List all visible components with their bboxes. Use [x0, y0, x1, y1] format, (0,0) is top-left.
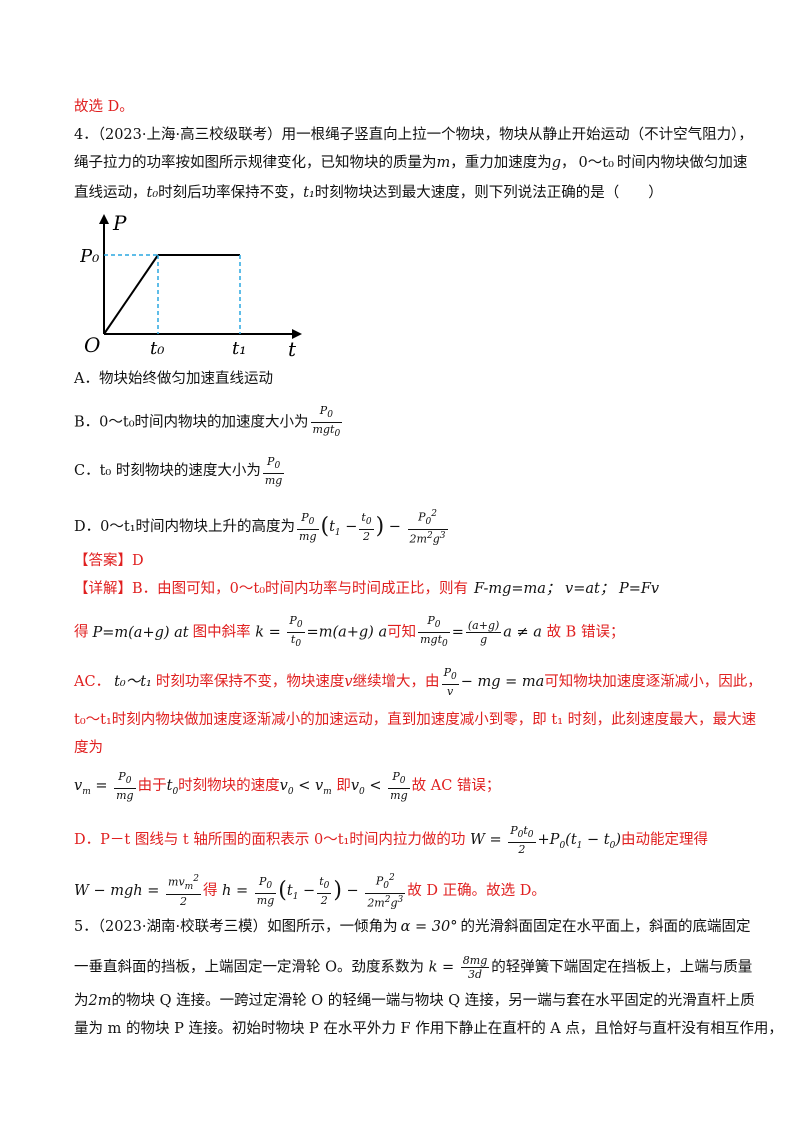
explain-d-line-1: D．P－t 图线与 t 轴所围的面积表示 0～t₁时间内拉力做的功 W = P0…	[74, 824, 708, 857]
explain-ac-line-3: 度为	[74, 740, 103, 756]
q4-stem-3b: 时刻后功率保持不变，	[158, 185, 304, 201]
option-c-fraction: P0 mg	[262, 455, 285, 488]
explain-b2-equation: P=m(a+g) at	[92, 624, 189, 641]
q5-l2a: 一垂直斜面的挡板，上端固定一定滑轮 O。劲度系数为	[74, 959, 424, 976]
y-axis-arrow-icon	[99, 214, 109, 224]
explain-b1-equation: F-mg=ma； v=at； P=Fv	[474, 581, 660, 597]
var-t1: t₁	[303, 185, 315, 201]
v0-fraction: P0 mg	[388, 770, 410, 803]
q5-line-1: 5．（2023·湖南·校联考三模）如图所示，一倾角为 α = 30° 的光滑斜面固定…	[74, 916, 750, 938]
p0-label: P₀	[80, 246, 99, 267]
q4-stem-line-2: 绳子拉力的功率按如图所示规律变化，已知物块的质量为m，重力加速度为g， 0～t₀ 时…	[74, 155, 748, 171]
option-d: D．0～t₁时间内物块上升的高度为 P0 mg (t1 − t0 2) − P02 2m2g…	[74, 509, 448, 546]
q5-l1b: 的光滑斜面固定在水平面上，斜面的底端固定	[460, 919, 751, 935]
q4-source: （2023·上海·高三校级联考）	[97, 127, 282, 143]
explain-ac4c: 即	[336, 778, 351, 795]
x-axis-label: t	[288, 337, 297, 361]
explain-ac-line-2: t₀～t₁时刻内物块做加速度逐渐减小的加速运动，直到加速度减小到零，即 t₁ 时…	[74, 712, 757, 728]
q4-stem-3c: 时刻物块达到最大速度，则下列说法正确的是（ ）	[314, 185, 663, 201]
option-c-label: C．	[74, 463, 100, 480]
explain-label: 【详解】	[74, 581, 132, 597]
explain-ac-line-4: vm = P0 mg 由于t0时刻物块的速度v0 < vm 即v0 < P0 mg 故 …	[74, 770, 501, 803]
explain-b1: B．由图可知，0～t₀时间内功率与时间成正比，则有	[132, 581, 469, 597]
q5-mass-2m: 2m	[88, 993, 112, 1009]
option-b: B．0～t₀时间内物块的加速度大小为 P0 mgt0	[74, 404, 344, 441]
x-axis-arrow-icon	[292, 329, 302, 339]
explain-d-line-2: W − mgh = mvm2 2 得 h = P0 mg (t1 − t0 2) − P02…	[74, 873, 546, 910]
t0-label: t₀	[150, 338, 164, 359]
q4-stem-1: 用一根绳子竖直向上拉一个物块，物块从静止开始运动（不计空气阻力），	[281, 127, 753, 143]
var-m: m	[436, 155, 451, 171]
power-time-graph: P t O P₀ t₀ t₁	[80, 212, 302, 361]
explain-ac1d: 可知物块加速度逐渐减小，因此，	[544, 674, 762, 691]
q4-stem-line-3: 直线运动，t₀时刻后功率保持不变，t₁时刻物块达到最大速度，则下列说法正确的是（…	[74, 182, 663, 204]
q5-l2b: 的轻弹簧下端固定在挡板上，上端与质量	[491, 959, 753, 976]
option-d-text: 0～t₁时间内物块上升的高度为	[100, 518, 296, 535]
explain-d2a: 得	[202, 882, 218, 899]
explain-b-line-1: 【详解】B．由图可知，0～t₀时间内功率与时间成正比，则有 F-mg=ma； v=…	[74, 578, 659, 600]
explain-ac1-range: t₀～t₁	[114, 674, 152, 691]
answer-line: 【答案】D	[74, 550, 144, 572]
range-0-t0: 0～t₀	[578, 155, 614, 171]
q5-l3a: 为	[74, 993, 89, 1009]
work-fraction: P0t0 2	[508, 824, 536, 857]
option-b-text: 0～t₀时间内物块的加速度大小为	[99, 414, 309, 431]
q5-line-4: 量为 m 的物块 P 连接。初始时物块 P 在水平外力 F 作用下静止在直杆的 …	[74, 1021, 783, 1037]
option-d-frac-2: P02 2m2g3	[407, 509, 448, 546]
q4-stem-2a: 绳子拉力的功率按如图所示规律变化，已知物块的质量为	[74, 155, 437, 171]
explain-ac1b: 时刻功率保持不变，物块速度	[155, 674, 345, 691]
ac-frac: P0 v	[441, 666, 459, 699]
q4-stem-2b: ，重力加速度为	[450, 155, 552, 171]
option-b-label: B．	[74, 414, 100, 431]
option-d-label: D．	[74, 518, 101, 535]
q4-number: 4．	[74, 127, 98, 143]
q5-l1a: 5．（2023·湖南·校联考三模）如图所示，一倾角为	[74, 919, 398, 935]
option-b-fraction: P0 mgt0	[310, 404, 343, 440]
origin-label: O	[84, 333, 100, 357]
explain-ac-line-1: AC． t₀～t₁ 时刻功率保持不变，物块速度v继续增大，由 P0 v − mg = ma…	[74, 666, 762, 699]
answer-label: 【答案】	[74, 553, 132, 569]
q4-stem-line-1: 4．（2023·上海·高三校级联考）用一根绳子竖直向上拉一个物块，物块从静止开始…	[74, 124, 753, 146]
var-g: g	[551, 155, 562, 171]
b-frac-right: (a+g) g	[465, 619, 502, 647]
prev-answer: 故选 D。	[74, 99, 134, 115]
var-t0: t₀	[146, 185, 159, 201]
q5-line-2: 一垂直斜面的挡板，上端固定一定滑轮 O。劲度系数为 k = 8mg 3d 的轻弹簧下…	[74, 954, 753, 981]
q4-stem-3a: 直线运动，	[74, 185, 147, 201]
explain-d1b: 由动能定理得	[621, 832, 708, 849]
b-frac-left: P0 mgt0	[418, 614, 450, 650]
explain-b-line-2: 得 P=m(a+g) at 图中斜率 k = P0 t0 =m(a+g) a可知 P0 mg…	[74, 614, 625, 650]
t1-label: t₁	[232, 338, 246, 359]
explain-b2a: 得	[74, 624, 89, 641]
explain-d1a: D．P－t 图线与 t 轴所围的面积表示 0～t₁时间内拉力做的功	[74, 832, 466, 849]
power-ramp-line	[103, 254, 159, 335]
explain-ac1-v: v	[344, 674, 353, 691]
explain-d2b: 故 D 正确。故选 D。	[407, 882, 546, 899]
explain-ac1c: 继续增大，由	[352, 674, 440, 691]
q5-alpha: α = 30°	[400, 919, 458, 935]
option-c: C．t₀ 时刻物块的速度大小为 P0 mg	[74, 455, 286, 487]
option-d-frac-1: P0 mg	[297, 510, 319, 543]
q5-l3b: 的物块 Q 连接。一跨过定滑轮 O 的轻绳一端与物块 Q 连接，另一端与套在水平…	[111, 993, 755, 1009]
explain-ac4a: 由于	[137, 778, 167, 795]
explain-ac4d: 故 AC 错误；	[411, 778, 501, 795]
explain-ac4b: 时刻物块的速度	[178, 778, 280, 795]
slope-fraction: P0 t0	[287, 614, 305, 650]
option-c-text: t₀ 时刻物块的速度大小为	[99, 463, 261, 480]
explain-b2d: 故 B 错误；	[546, 624, 625, 641]
q4-stem-2c: 时间内物块做匀加速	[616, 155, 748, 171]
y-axis-label: P	[112, 212, 127, 235]
vm-fraction: P0 mg	[114, 770, 136, 803]
option-a: A．物块始终做匀加速直线运动	[74, 371, 273, 387]
explain-ac1a: AC．	[74, 674, 111, 691]
explain-b2c: 可知	[387, 624, 417, 641]
answer-value: D	[132, 553, 144, 569]
explain-b2b: 图中斜率	[192, 624, 251, 641]
spring-constant-fraction: 8mg 3d	[460, 954, 490, 981]
q5-line-3: 为2m的物块 Q 连接。一跨过定滑轮 O 的轻绳一端与物块 Q 连接，另一端与套…	[74, 990, 755, 1012]
ke-fraction: mvm2 2	[166, 874, 201, 909]
